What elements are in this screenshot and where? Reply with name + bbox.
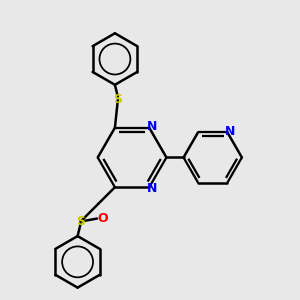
Text: S: S (113, 93, 122, 106)
Text: O: O (97, 212, 108, 225)
Text: N: N (224, 125, 235, 138)
Text: S: S (76, 215, 85, 228)
Text: N: N (146, 120, 157, 133)
Text: N: N (146, 182, 157, 195)
